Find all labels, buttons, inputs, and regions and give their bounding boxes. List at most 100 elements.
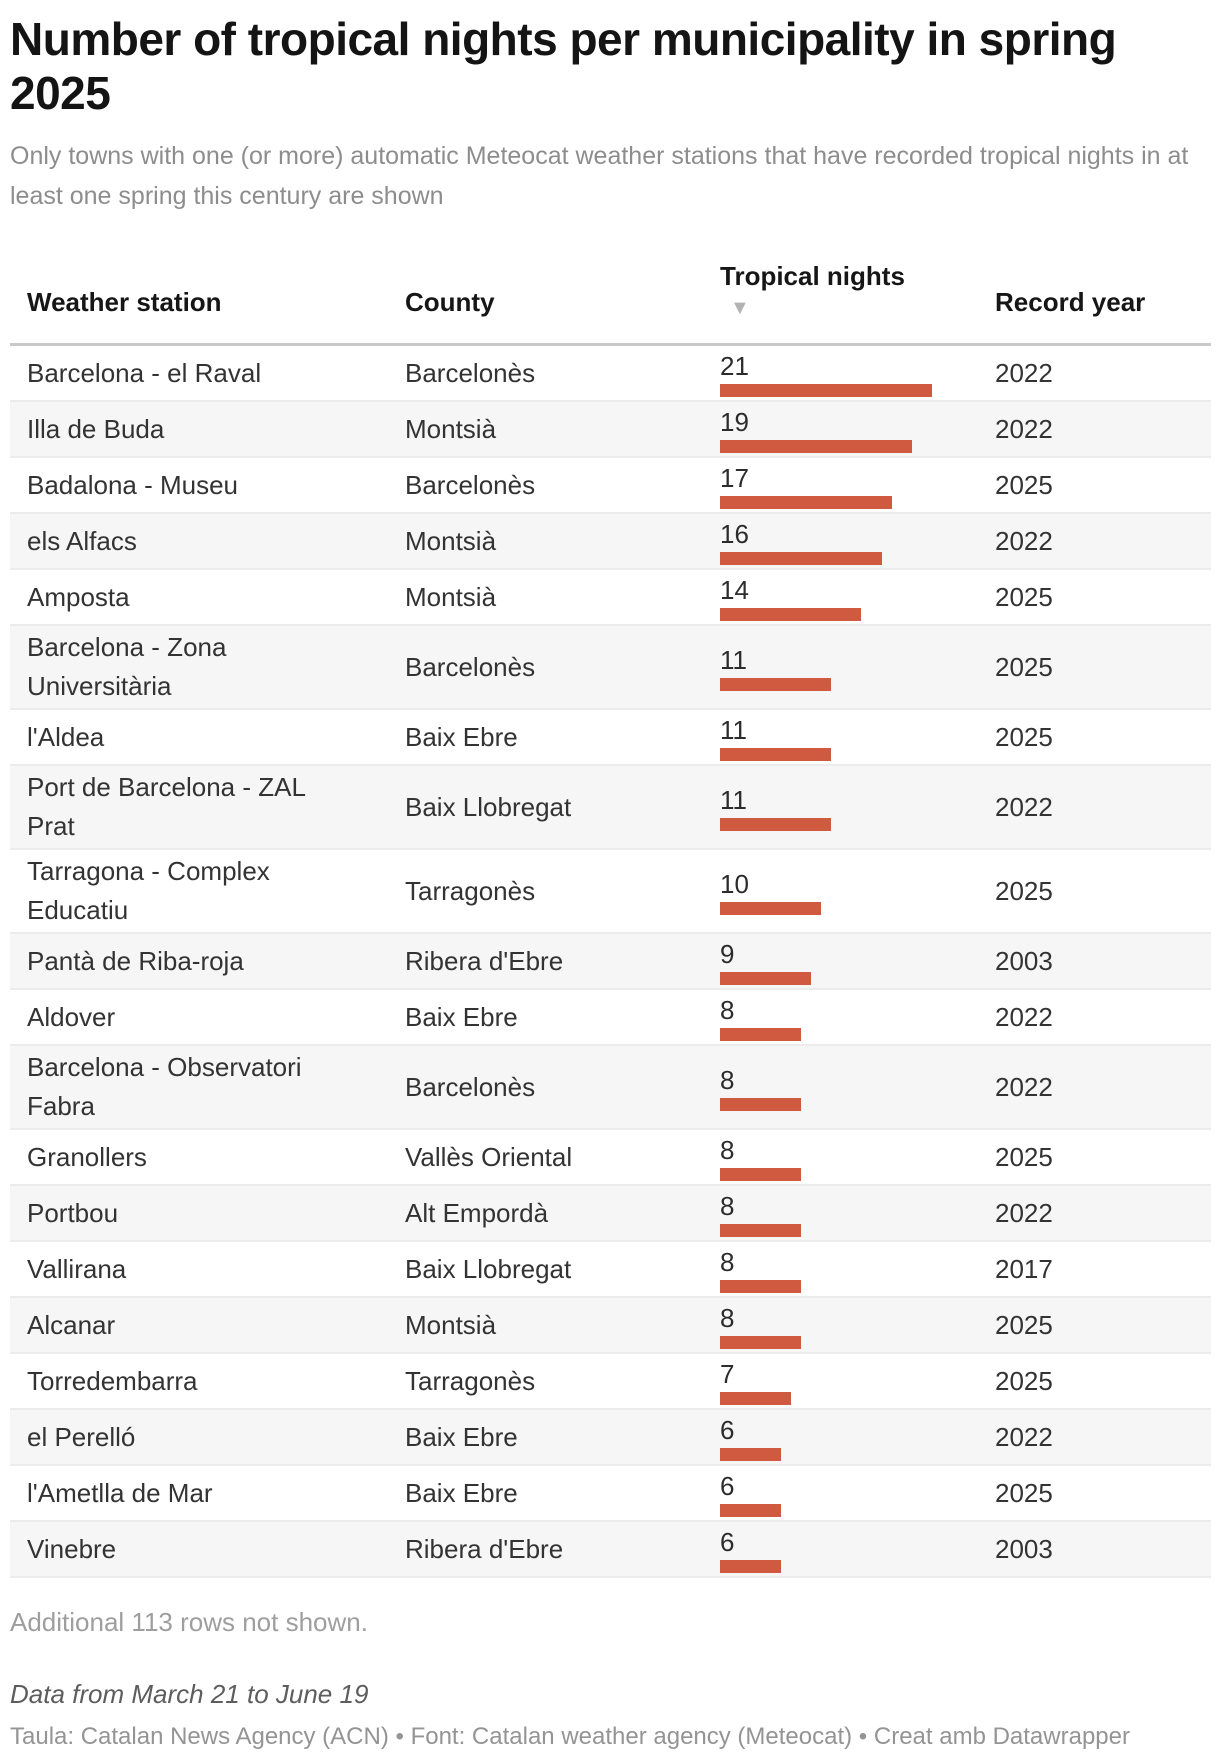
- year-cell: 2025: [995, 1477, 1053, 1508]
- table-row: els Alfacs Montsià 16 2022: [10, 514, 1211, 570]
- table-header: Weather station County Tropical nights ▼…: [10, 260, 1211, 346]
- table-row: Torredembarra Tarragonès 7 2025: [10, 1354, 1211, 1410]
- data-range-note: Data from March 21 to June 19: [10, 1679, 369, 1709]
- header-cell-record-year[interactable]: Record year: [995, 287, 1146, 317]
- nights-value: 8: [720, 1065, 735, 1095]
- table-row: el Perelló Baix Ebre 6 2022: [10, 1410, 1211, 1466]
- page-subtitle-line-1: Only towns with one (or more) automatic …: [10, 142, 1189, 170]
- nights-cell: 10: [720, 867, 995, 915]
- header-label-tropical-nights: Tropical nights: [720, 261, 905, 291]
- county-cell: Baix Ebre: [405, 1477, 518, 1508]
- county-cell: Tarragonès: [405, 1365, 536, 1396]
- station-cell: Tarragona - Complex Educatiu: [27, 856, 270, 925]
- county-cell: Ribera d'Ebre: [405, 945, 564, 976]
- county-cell: Tarragonès: [405, 875, 536, 906]
- county-cell: Baix Llobregat: [405, 791, 572, 822]
- county-cell: Barcelonès: [405, 469, 536, 500]
- year-cell: 2025: [995, 875, 1053, 906]
- county-cell: Barcelonès: [405, 357, 536, 388]
- nights-value: 16: [720, 519, 749, 549]
- station-cell: Alcanar: [27, 1309, 116, 1340]
- year-cell: 2025: [995, 581, 1053, 612]
- county-cell: Barcelonès: [405, 651, 536, 682]
- nights-value: 11: [720, 715, 747, 745]
- year-cell: 2017: [995, 1253, 1053, 1284]
- nights-value: 19: [720, 407, 749, 437]
- year-cell: 2022: [995, 1071, 1053, 1102]
- nights-bar: [720, 1336, 801, 1349]
- table-row: Portbou Alt Empordà 8 2022: [10, 1186, 1211, 1242]
- station-cell: Port de Barcelona - ZAL Prat: [27, 772, 306, 841]
- nights-cell: 11: [720, 783, 995, 831]
- station-cell: els Alfacs: [27, 525, 137, 556]
- station-cell: Barcelona - Zona Universitària: [27, 632, 227, 701]
- header-cell-tropical-nights[interactable]: Tropical nights ▼: [720, 260, 995, 318]
- table-row: l'Aldea Baix Ebre 11 2025: [10, 710, 1211, 766]
- county-cell: Ribera d'Ebre: [405, 1533, 564, 1564]
- nights-value: 8: [720, 1247, 735, 1277]
- nights-value: 11: [720, 785, 747, 815]
- station-cell: Granollers: [27, 1141, 147, 1172]
- nights-value: 6: [720, 1471, 735, 1501]
- station-cell: Vallirana: [27, 1253, 127, 1284]
- nights-cell: 6: [720, 1413, 995, 1461]
- year-cell: 2025: [995, 1309, 1053, 1340]
- county-cell: Montsià: [405, 525, 497, 556]
- nights-bar: [720, 748, 831, 761]
- nights-bar: [720, 1098, 801, 1111]
- nights-cell: 8: [720, 993, 995, 1041]
- table-row: Barcelona - el Raval Barcelonès 21 2022: [10, 346, 1211, 402]
- station-cell: Aldover: [27, 1001, 116, 1032]
- nights-cell: 21: [720, 349, 995, 397]
- nights-value: 8: [720, 995, 735, 1025]
- tropical-nights-table: Weather station County Tropical nights ▼…: [10, 260, 1211, 1578]
- station-cell: Pantà de Riba-roja: [27, 945, 244, 976]
- station-cell: Portbou: [27, 1197, 119, 1228]
- nights-bar: [720, 972, 811, 985]
- nights-cell: 11: [720, 643, 995, 691]
- nights-value: 8: [720, 1303, 735, 1333]
- station-cell: Vinebre: [27, 1533, 117, 1564]
- nights-bar: [720, 384, 932, 397]
- nights-value: 17: [720, 463, 749, 493]
- county-cell: Baix Ebre: [405, 721, 518, 752]
- table-row: Barcelona - Zona Universitària Barcelonè…: [10, 626, 1211, 710]
- nights-cell: 16: [720, 517, 995, 565]
- nights-value: 8: [720, 1191, 735, 1221]
- year-cell: 2025: [995, 721, 1053, 752]
- nights-value: 14: [720, 575, 749, 605]
- station-cell: Torredembarra: [27, 1365, 198, 1396]
- year-cell: 2003: [995, 1533, 1053, 1564]
- table-row: l'Ametlla de Mar Baix Ebre 6 2025: [10, 1466, 1211, 1522]
- nights-cell: 14: [720, 573, 995, 621]
- nights-value: 8: [720, 1135, 735, 1165]
- year-cell: 2022: [995, 1421, 1053, 1452]
- county-cell: Baix Ebre: [405, 1001, 518, 1032]
- nights-bar: [720, 440, 912, 453]
- attribution-note: Taula: Catalan News Agency (ACN) • Font:…: [10, 1723, 1130, 1750]
- nights-value: 11: [720, 645, 747, 675]
- table-row: Barcelona - Observatori Fabra Barcelonès…: [10, 1046, 1211, 1130]
- header-cell-weather-station[interactable]: Weather station: [27, 287, 222, 317]
- table-row: Illa de Buda Montsià 19 2022: [10, 402, 1211, 458]
- nights-value: 6: [720, 1415, 735, 1445]
- nights-value: 21: [720, 351, 749, 381]
- county-cell: Barcelonès: [405, 1071, 536, 1102]
- station-cell: Barcelona - el Raval: [27, 357, 262, 388]
- county-cell: Baix Llobregat: [405, 1253, 572, 1284]
- nights-value: 7: [720, 1359, 735, 1389]
- sort-descending-icon[interactable]: ▼: [730, 297, 750, 319]
- table-row: Aldover Baix Ebre 8 2022: [10, 990, 1211, 1046]
- year-cell: 2022: [995, 1001, 1053, 1032]
- header-cell-county[interactable]: County: [405, 287, 495, 317]
- nights-bar: [720, 496, 892, 509]
- year-cell: 2025: [995, 1365, 1053, 1396]
- year-cell: 2025: [995, 469, 1053, 500]
- county-cell: Alt Empordà: [405, 1197, 549, 1228]
- nights-bar: [720, 678, 831, 691]
- nights-cell: 9: [720, 937, 995, 985]
- table-row: Vinebre Ribera d'Ebre 6 2003: [10, 1522, 1211, 1578]
- page-title: Number of tropical nights per municipali…: [10, 13, 1117, 119]
- station-cell: Badalona - Museu: [27, 469, 239, 500]
